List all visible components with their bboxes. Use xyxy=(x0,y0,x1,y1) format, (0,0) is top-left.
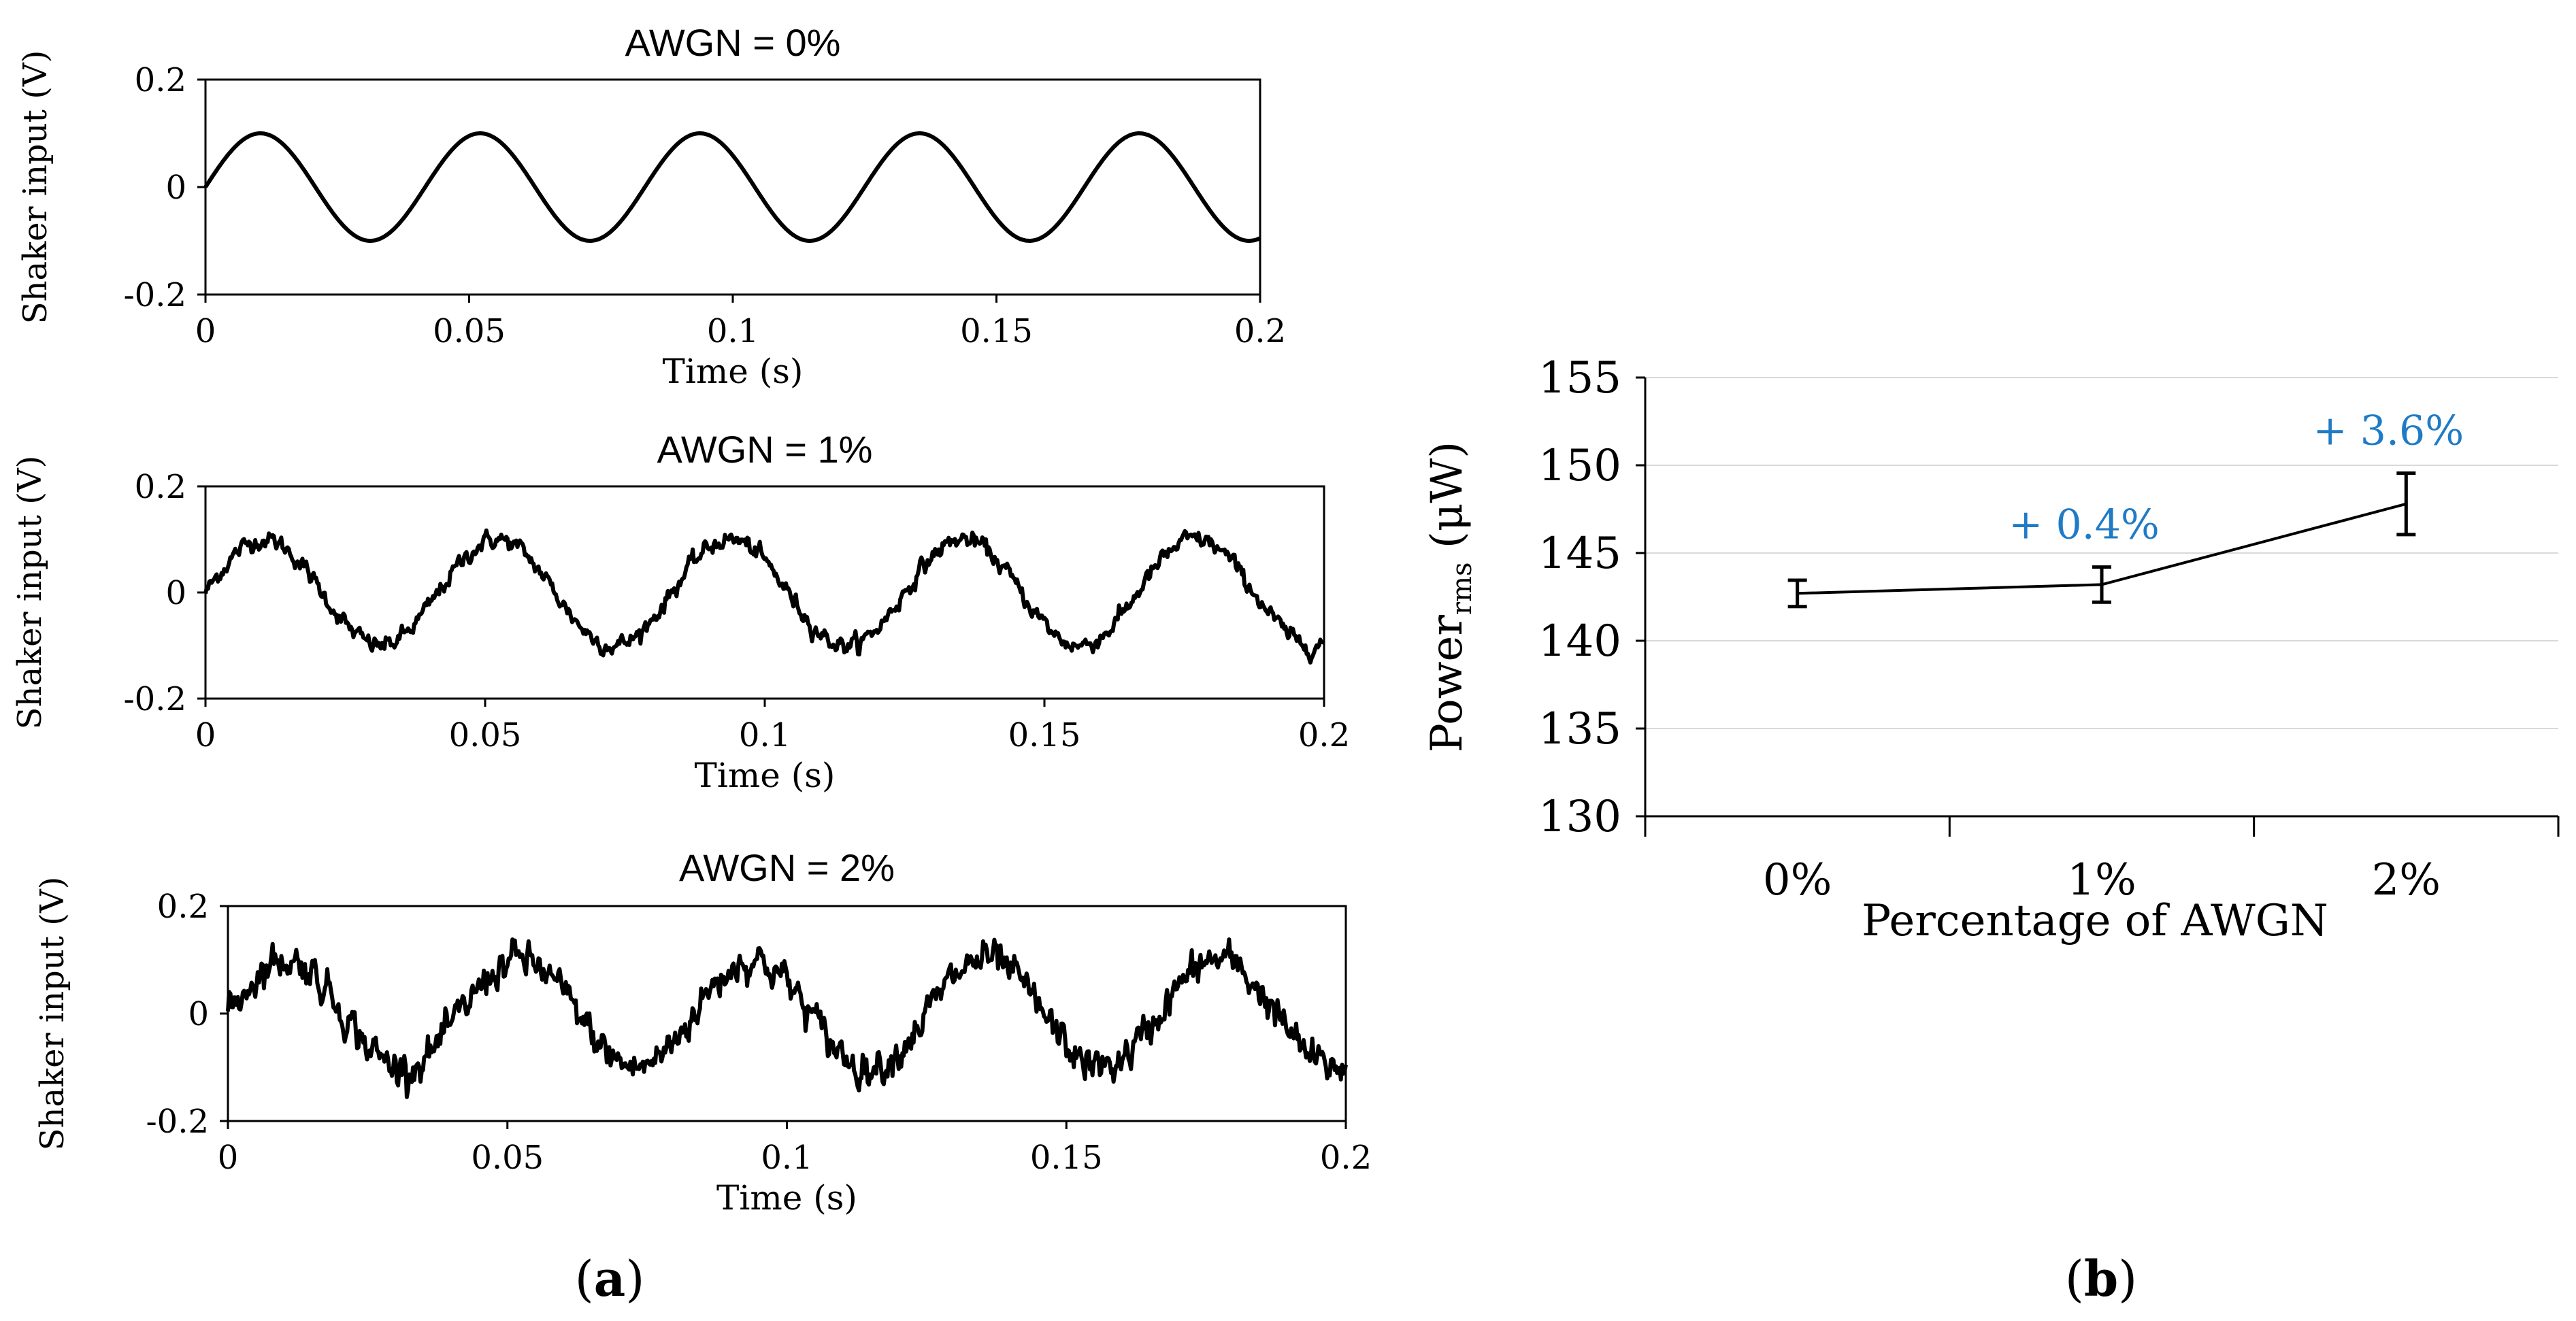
signal-line xyxy=(203,528,1325,665)
y-axis-label: Shaker input (V) xyxy=(16,50,54,324)
x-tick-label: 0 xyxy=(195,312,216,350)
y-axis-label: Powerrms (μW) xyxy=(1422,441,1478,752)
y-tick-label: -0.2 xyxy=(123,680,186,718)
error-bar xyxy=(2092,565,2111,604)
y-tick-label: 155 xyxy=(1538,353,1621,403)
x-tick-label: 1% xyxy=(2067,855,2136,905)
x-tick-label: 0.05 xyxy=(471,1139,544,1177)
x-tick-label: 0.05 xyxy=(433,312,506,350)
y-axis-label: Shaker input (V) xyxy=(33,877,71,1151)
y-tick-label: 140 xyxy=(1538,616,1621,667)
y-tick-label: 145 xyxy=(1538,529,1621,579)
x-tick-label: 0.1 xyxy=(761,1139,812,1177)
x-tick-label: 2% xyxy=(2372,855,2441,905)
x-tick-label: 0.2 xyxy=(1234,312,1286,350)
x-tick-label: 0.2 xyxy=(1298,716,1350,754)
x-tick-label: 0% xyxy=(1763,855,1832,905)
x-tick-label: 0.1 xyxy=(739,716,791,754)
y-tick-label: 135 xyxy=(1538,704,1621,754)
y-tick-label: -0.2 xyxy=(123,276,186,314)
y-tick-label: 150 xyxy=(1538,441,1621,491)
chart-title: AWGN = 0% xyxy=(625,21,841,64)
plot-frame xyxy=(227,905,1347,1122)
chart-title: AWGN = 1% xyxy=(657,428,873,471)
x-tick-label: 0.05 xyxy=(449,716,522,754)
figure-label-a: (a) xyxy=(575,1250,645,1307)
y-axis-label: Shaker input (V) xyxy=(11,456,49,730)
error-bar xyxy=(2396,471,2416,537)
y-tick-label: 0.2 xyxy=(157,888,209,926)
x-tick-label: 0.1 xyxy=(707,312,759,350)
x-axis-label: Time (s) xyxy=(716,1178,857,1218)
y-tick-label: 0 xyxy=(165,574,186,612)
figure-label-b: (b) xyxy=(2065,1250,2138,1307)
y-tick-label: 0.2 xyxy=(135,468,186,506)
x-axis-label: Percentage of AWGN xyxy=(1862,896,2328,946)
x-axis-label: Time (s) xyxy=(663,352,804,391)
x-axis-label: Time (s) xyxy=(695,756,836,795)
y-tick-label: 0.2 xyxy=(135,61,186,99)
y-tick-label: 0 xyxy=(165,169,186,207)
y-tick-label: 0 xyxy=(188,995,209,1033)
error-bar xyxy=(1787,578,1807,609)
signal-line xyxy=(226,937,1348,1099)
x-tick-label: 0.15 xyxy=(1008,716,1081,754)
x-tick-label: 0.15 xyxy=(1030,1139,1103,1177)
x-tick-label: 0 xyxy=(195,716,216,754)
signal-line xyxy=(203,131,1261,243)
x-tick-label: 0.15 xyxy=(960,312,1033,350)
data-annotation: + 3.6% xyxy=(2313,407,2464,455)
y-tick-label: -0.2 xyxy=(146,1103,209,1141)
plot-frame xyxy=(204,78,1261,296)
y-tick-label: 130 xyxy=(1538,792,1621,842)
x-tick-label: 0 xyxy=(218,1139,239,1177)
data-annotation: + 0.4% xyxy=(2009,501,2160,549)
chart-title: AWGN = 2% xyxy=(679,846,895,889)
panel-power-chart: 130 135 140 145 150 155 0% 1% 2% Percentage of AW… xyxy=(1422,353,2560,946)
plot-frame xyxy=(204,485,1325,700)
x-tick-label: 0.2 xyxy=(1320,1139,1372,1177)
